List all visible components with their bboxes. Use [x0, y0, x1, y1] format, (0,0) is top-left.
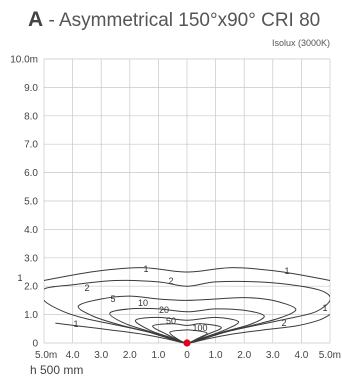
isolux-label-2: 2	[168, 276, 173, 286]
isolux-line-5	[77, 295, 297, 344]
isolux-label-20: 20	[159, 305, 169, 315]
isolux-label-50: 50	[166, 316, 176, 326]
y-tick-label: 3.0	[24, 253, 38, 264]
isolux-label-2: 2	[84, 283, 89, 293]
mounting-height: h 500 mm	[30, 363, 84, 377]
title-text: - Asymmetrical 150°x90° CRI 80	[43, 10, 321, 31]
x-tick-label: 1.0	[151, 350, 165, 361]
isolux-line-20	[134, 316, 240, 344]
y-tick-label: 10.0m	[10, 55, 38, 66]
x-tick-label: 3.0	[266, 350, 280, 361]
isolux-label-1: 1	[284, 266, 289, 276]
chart-title: A - Asymmetrical 150°x90° CRI 80	[28, 8, 320, 32]
y-tick-label: 8.0	[24, 111, 38, 122]
isolux-line-100	[169, 329, 208, 344]
isolux-label-5: 5	[110, 294, 115, 304]
isolux-line-50	[152, 323, 222, 344]
contours	[44, 267, 330, 344]
x-tick-label: 3.0	[94, 350, 108, 361]
x-tick-label: 2.0	[123, 350, 137, 361]
y-tick-label: 7.0	[24, 140, 38, 151]
y-tick-label: 1.0	[24, 310, 38, 321]
isolux-label-1: 1	[143, 264, 148, 274]
x-tick-label: 4.0	[294, 350, 308, 361]
grid	[43, 58, 331, 344]
y-tick-label: 4.0	[24, 225, 38, 236]
y-tick-label: 5.0	[24, 197, 38, 208]
y-tick-label: 6.0	[24, 168, 38, 179]
isolux-label-1: 1	[322, 303, 327, 313]
y-tick-label: 0	[32, 339, 38, 350]
x-tick-label: 5.0m	[35, 350, 57, 361]
chart-subtitle: Isolux (3000K)	[271, 38, 330, 48]
x-tick-label: 1.0	[209, 350, 223, 361]
x-tick-label: 4.0	[66, 350, 80, 361]
x-tick-label: 0	[184, 350, 190, 361]
isolux-line-2	[44, 279, 330, 344]
isolux-line-1	[44, 267, 330, 281]
x-tick-label: 5.0m	[319, 350, 341, 361]
isolux-line-10	[109, 307, 265, 344]
y-tick-label: 2.0	[24, 282, 38, 293]
light-source-point	[183, 339, 191, 347]
variant-letter: A	[28, 8, 44, 31]
isolux-label-100: 100	[192, 323, 207, 333]
y-tick-label: 9.0	[24, 83, 38, 94]
isolux-label-1: 1	[73, 319, 78, 329]
isolux-label-2: 2	[281, 318, 286, 328]
tick-labels: 5.0m 4.0 3.0 2.0 1.0 0 1.0 2.0 3.0 4.0 5.0m01.02.0…	[10, 55, 341, 362]
isolux-label-1: 1	[17, 273, 22, 283]
isolux-label-10: 10	[138, 298, 148, 308]
x-tick-label: 2.0	[237, 350, 251, 361]
